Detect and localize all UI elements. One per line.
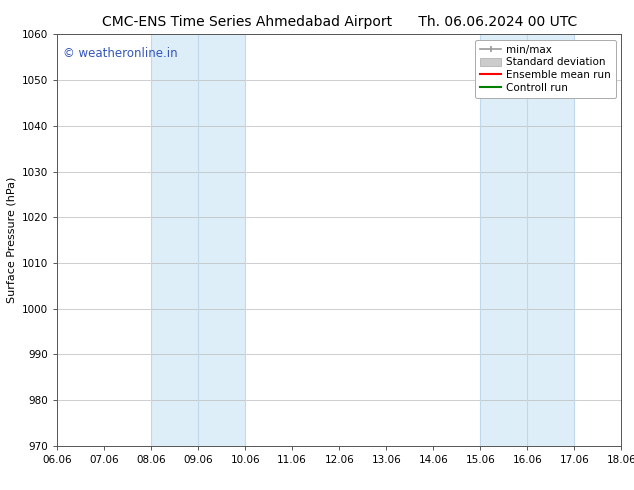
Bar: [480, 34, 574, 446]
Bar: [151, 34, 245, 446]
Text: © weatheronline.in: © weatheronline.in: [63, 47, 178, 60]
Legend: min/max, Standard deviation, Ensemble mean run, Controll run: min/max, Standard deviation, Ensemble me…: [475, 40, 616, 98]
Y-axis label: Surface Pressure (hPa): Surface Pressure (hPa): [6, 177, 16, 303]
Title: CMC-ENS Time Series Ahmedabad Airport      Th. 06.06.2024 00 UTC: CMC-ENS Time Series Ahmedabad Airport Th…: [101, 15, 577, 29]
